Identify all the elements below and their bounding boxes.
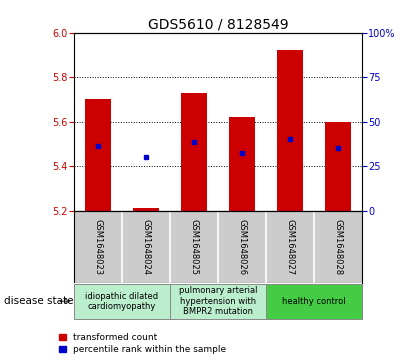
FancyBboxPatch shape	[74, 284, 170, 319]
Text: pulmonary arterial
hypertension with
BMPR2 mutation: pulmonary arterial hypertension with BMP…	[179, 286, 257, 316]
Bar	[229, 117, 255, 211]
FancyBboxPatch shape	[170, 284, 266, 319]
Bar	[85, 99, 111, 211]
Text: disease state: disease state	[4, 296, 74, 306]
Text: GSM1648024: GSM1648024	[141, 219, 150, 275]
Bar	[277, 50, 303, 211]
Legend: transformed count, percentile rank within the sample: transformed count, percentile rank withi…	[58, 333, 227, 355]
FancyBboxPatch shape	[266, 284, 362, 319]
Text: GSM1648028: GSM1648028	[333, 219, 342, 275]
Bar	[133, 208, 159, 211]
Text: idiopathic dilated
cardiomyopathy: idiopathic dilated cardiomyopathy	[85, 291, 159, 311]
Text: GSM1648026: GSM1648026	[237, 219, 246, 275]
Text: GSM1648025: GSM1648025	[189, 219, 199, 275]
Bar	[181, 93, 207, 211]
Text: GSM1648023: GSM1648023	[93, 219, 102, 275]
Title: GDS5610 / 8128549: GDS5610 / 8128549	[148, 17, 288, 32]
Text: healthy control: healthy control	[282, 297, 346, 306]
Bar	[325, 122, 351, 211]
Text: GSM1648027: GSM1648027	[285, 219, 294, 275]
